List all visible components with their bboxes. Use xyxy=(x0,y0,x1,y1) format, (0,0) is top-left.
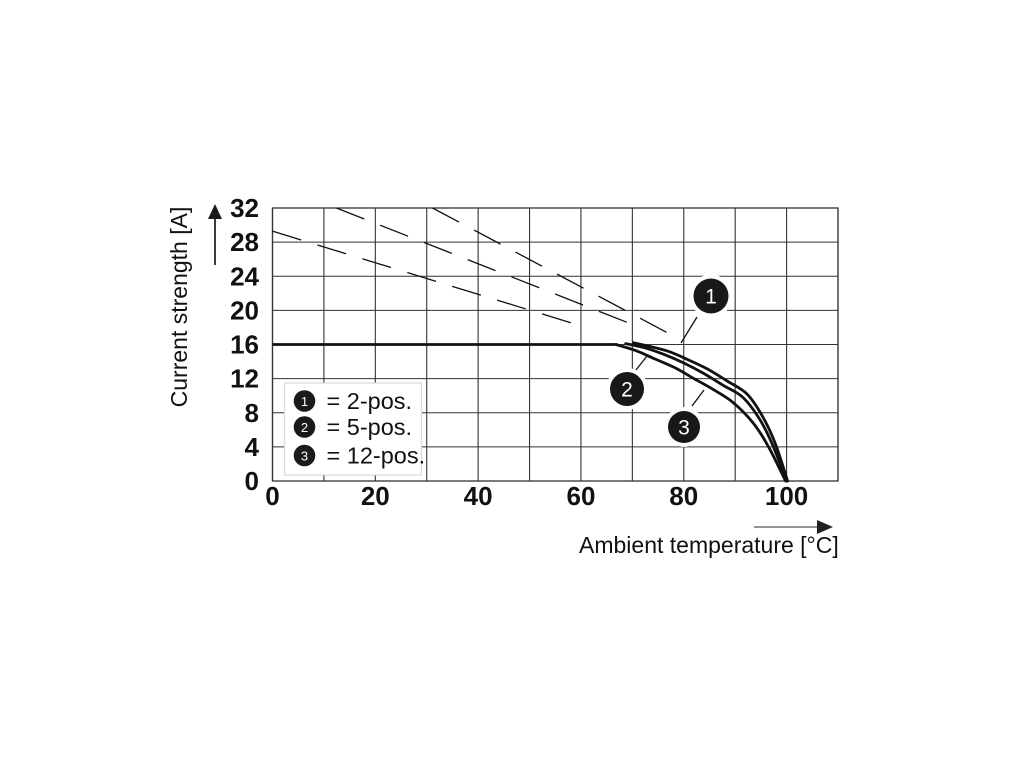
svg-text:1: 1 xyxy=(705,286,717,309)
svg-text:2: 2 xyxy=(301,420,308,435)
svg-text:80: 80 xyxy=(669,481,698,511)
svg-text:2: 2 xyxy=(621,379,633,402)
svg-text:4: 4 xyxy=(245,432,260,462)
svg-text:20: 20 xyxy=(361,481,390,511)
svg-text:100: 100 xyxy=(765,481,808,511)
svg-text:= 5-pos.: = 5-pos. xyxy=(327,414,413,440)
svg-text:24: 24 xyxy=(230,261,259,291)
svg-text:16: 16 xyxy=(230,330,259,360)
svg-text:20: 20 xyxy=(230,295,259,325)
svg-text:3: 3 xyxy=(678,417,690,440)
svg-text:0: 0 xyxy=(245,466,259,496)
svg-text:Current strength [A]: Current strength [A] xyxy=(166,207,192,408)
svg-text:32: 32 xyxy=(230,193,259,223)
svg-text:28: 28 xyxy=(230,227,259,257)
svg-text:0: 0 xyxy=(265,481,279,511)
svg-text:12: 12 xyxy=(230,364,259,394)
svg-text:Ambient temperature [°C]: Ambient temperature [°C] xyxy=(579,532,839,558)
svg-text:1: 1 xyxy=(301,394,308,409)
svg-text:40: 40 xyxy=(464,481,493,511)
svg-text:= 2-pos.: = 2-pos. xyxy=(327,388,413,414)
svg-text:= 12-pos.: = 12-pos. xyxy=(327,443,426,469)
svg-text:8: 8 xyxy=(245,398,259,428)
svg-text:3: 3 xyxy=(301,448,308,463)
svg-text:60: 60 xyxy=(566,481,595,511)
